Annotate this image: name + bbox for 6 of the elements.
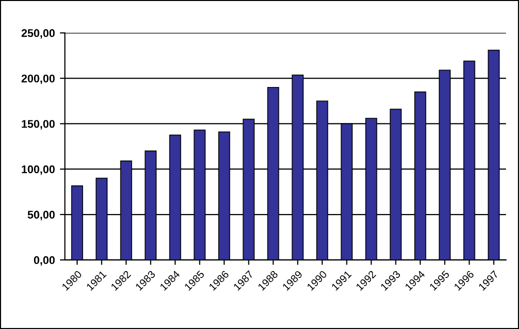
y-tick-label: 100,00 [22, 165, 55, 175]
y-tick-label: 250,00 [22, 29, 55, 39]
y-tick-label: 0,00 [34, 256, 55, 266]
y-tick-label: 200,00 [22, 74, 55, 84]
y-tick-label: 50,00 [28, 210, 55, 220]
y-tick-label: 150,00 [22, 120, 55, 130]
